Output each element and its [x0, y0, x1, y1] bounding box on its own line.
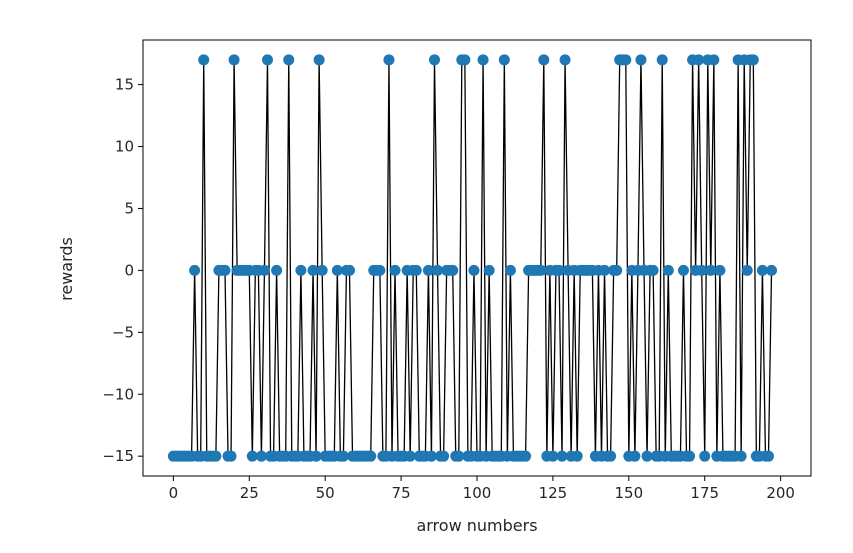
- data-point: [756, 264, 768, 276]
- data-point: [422, 264, 434, 276]
- x-tick-label: 0: [169, 484, 179, 502]
- data-point: [189, 264, 201, 276]
- data-point: [428, 54, 440, 66]
- data-point: [295, 264, 307, 276]
- data-point: [714, 264, 726, 276]
- data-point: [343, 264, 355, 276]
- x-tick-label: 100: [463, 484, 492, 502]
- data-point: [468, 264, 480, 276]
- data-point: [747, 54, 759, 66]
- data-point: [210, 450, 222, 462]
- data-point: [365, 450, 377, 462]
- data-point: [762, 450, 774, 462]
- data-point: [641, 450, 653, 462]
- x-tick-label: 175: [690, 484, 719, 502]
- data-point: [684, 450, 696, 462]
- data-point: [410, 264, 422, 276]
- data-point: [374, 264, 386, 276]
- data-point: [611, 264, 623, 276]
- data-point: [620, 54, 632, 66]
- data-point: [571, 450, 583, 462]
- data-point: [535, 264, 547, 276]
- data-point: [605, 450, 617, 462]
- data-point: [313, 54, 325, 66]
- data-point: [477, 54, 489, 66]
- data-point: [383, 54, 395, 66]
- data-point: [283, 54, 295, 66]
- x-tick-label: 200: [766, 484, 795, 502]
- data-point: [228, 54, 240, 66]
- data-point: [559, 54, 571, 66]
- data-point: [599, 264, 611, 276]
- data-point: [553, 264, 565, 276]
- data-point: [696, 264, 708, 276]
- data-point: [693, 54, 705, 66]
- data-point: [246, 450, 258, 462]
- data-point: [708, 54, 720, 66]
- y-tick-label: 0: [124, 261, 134, 279]
- x-tick-label: 125: [539, 484, 568, 502]
- data-point: [389, 264, 401, 276]
- data-point: [677, 264, 689, 276]
- data-point: [258, 264, 270, 276]
- data-point: [337, 450, 349, 462]
- y-tick-label: −15: [102, 447, 134, 465]
- data-point: [331, 264, 343, 276]
- x-tick-label: 150: [614, 484, 643, 502]
- data-point: [310, 450, 322, 462]
- data-point: [219, 264, 231, 276]
- data-point: [635, 54, 647, 66]
- data-point: [198, 54, 210, 66]
- y-tick-label: 10: [115, 138, 134, 156]
- plot-area: [167, 54, 778, 462]
- data-point: [261, 54, 273, 66]
- y-axis-title: rewards: [57, 237, 76, 301]
- data-point: [538, 54, 550, 66]
- data-point: [647, 264, 659, 276]
- data-point: [438, 450, 450, 462]
- data-point: [547, 450, 559, 462]
- data-point: [316, 264, 328, 276]
- data-point: [307, 264, 319, 276]
- data-point: [735, 450, 747, 462]
- data-point: [705, 264, 717, 276]
- data-point: [425, 450, 437, 462]
- axes: 0 25 50 75 100 125 150 175 200 −15 −10 −5 0 5 10 15: [102, 39, 812, 502]
- data-point: [629, 450, 641, 462]
- data-point: [520, 450, 532, 462]
- x-axis-title: arrow numbers: [416, 516, 537, 535]
- data-point: [498, 54, 510, 66]
- data-point: [271, 264, 283, 276]
- data-point: [447, 264, 459, 276]
- data-point: [404, 450, 416, 462]
- y-tick-label: −5: [112, 323, 134, 341]
- data-point: [255, 450, 267, 462]
- data-point: [504, 264, 516, 276]
- x-tick-label: 75: [392, 484, 411, 502]
- data-point: [741, 264, 753, 276]
- data-point: [453, 450, 465, 462]
- data-point: [483, 264, 495, 276]
- data-point: [766, 264, 778, 276]
- data-point: [459, 54, 471, 66]
- data-point: [662, 264, 674, 276]
- data-point: [556, 450, 568, 462]
- x-tick-label: 50: [316, 484, 335, 502]
- data-point: [656, 54, 668, 66]
- y-tick-label: −10: [102, 385, 134, 403]
- y-tick-label: 15: [115, 76, 134, 94]
- y-tick-label: 5: [124, 199, 134, 217]
- x-tick-label: 25: [240, 484, 259, 502]
- data-point: [432, 264, 444, 276]
- data-point: [225, 450, 237, 462]
- data-point: [699, 450, 711, 462]
